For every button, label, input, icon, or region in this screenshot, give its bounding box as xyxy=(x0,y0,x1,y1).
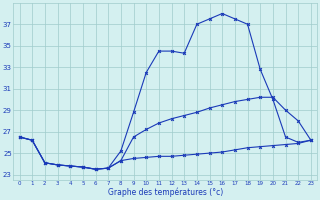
X-axis label: Graphe des températures (°c): Graphe des températures (°c) xyxy=(108,188,223,197)
